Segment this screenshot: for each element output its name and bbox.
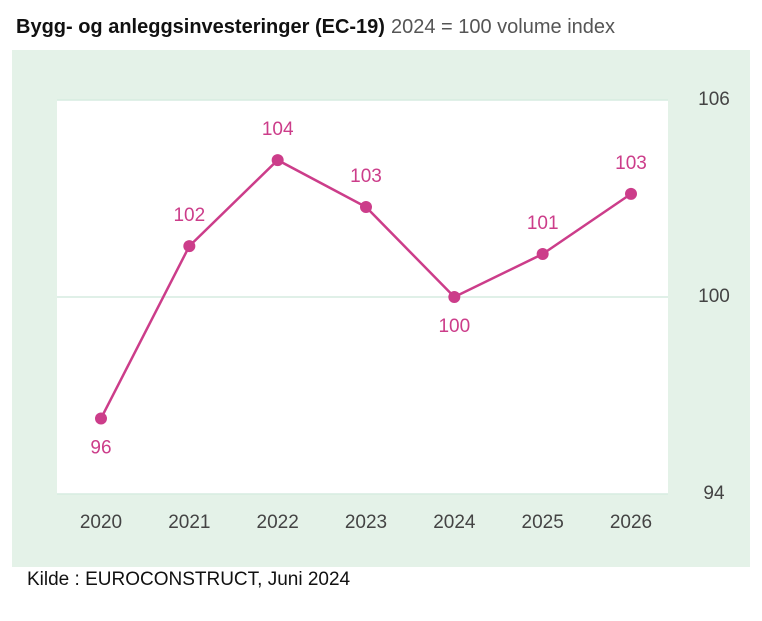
chart-title: Bygg- og anleggsinvesteringer (EC-19) <box>16 16 385 38</box>
x-tick-label: 2026 <box>610 512 652 533</box>
data-point <box>183 240 196 253</box>
data-point <box>271 154 284 167</box>
data-label: 102 <box>173 205 205 226</box>
data-point <box>95 412 107 425</box>
chart-heading: Bygg- og anleggsinvesteringer (EC-19) 202… <box>16 16 615 38</box>
y-tick-label: 106 <box>698 89 730 110</box>
y-tick-label: 100 <box>698 286 730 307</box>
x-tick-label: 2021 <box>168 512 210 533</box>
data-point <box>536 247 549 260</box>
x-tick-label: 2024 <box>433 512 476 533</box>
data-point <box>448 291 461 303</box>
data-label: 100 <box>438 316 470 337</box>
x-tick-label: 2020 <box>80 512 122 533</box>
data-label: 96 <box>90 437 111 458</box>
data-label: 103 <box>350 166 382 187</box>
source-note: Kilde : EUROCONSTRUCT, Juni 2024 <box>27 569 351 590</box>
x-tick-label: 2025 <box>522 512 564 533</box>
x-tick-label: 2022 <box>257 512 299 533</box>
data-point <box>625 187 637 200</box>
y-tick-label: 94 <box>703 483 725 504</box>
data-label: 101 <box>527 213 559 234</box>
data-label: 104 <box>262 119 294 140</box>
chart-subtitle: 2024 = 100 volume index <box>391 16 615 38</box>
data-label: 103 <box>615 153 647 174</box>
data-point <box>360 201 372 214</box>
x-tick-label: 2023 <box>345 512 387 533</box>
